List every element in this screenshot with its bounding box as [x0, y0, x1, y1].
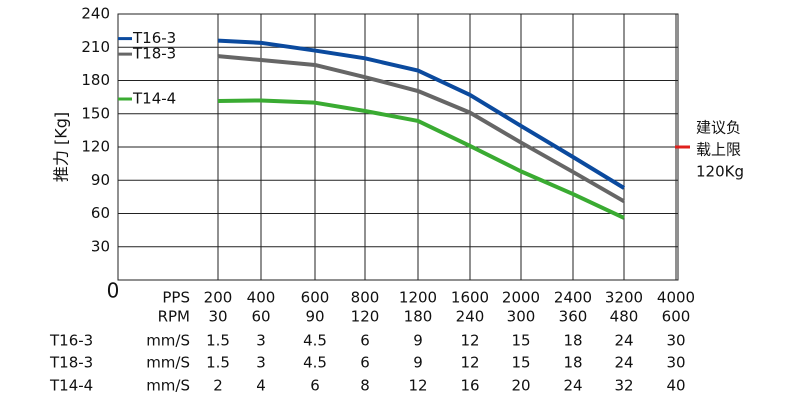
y-tick-label: 90	[91, 171, 110, 189]
y-tick-label: 150	[81, 104, 110, 122]
y-tick-label: 180	[81, 71, 110, 89]
speed-value: 18	[563, 332, 582, 350]
series-line	[217, 54, 625, 204]
speed-value: 4.5	[303, 332, 327, 350]
legend-label: T18-3	[132, 45, 176, 63]
speed-value: 24	[614, 354, 633, 372]
speed-value: 30	[666, 354, 685, 372]
rpm-label: 30	[208, 308, 227, 326]
speed-value: 6	[310, 377, 320, 395]
legend-label: T16-3	[132, 29, 176, 47]
y-tick-label: 210	[81, 38, 110, 56]
speed-value: 8	[360, 377, 370, 395]
speed-value: 32	[614, 377, 633, 395]
rpm-label: 480	[610, 308, 639, 326]
row-unit: mm/S	[146, 332, 190, 350]
speed-value: 12	[460, 332, 479, 350]
speed-value: 2	[213, 377, 223, 395]
y-tick-label: 120	[81, 138, 110, 156]
speed-value: 16	[460, 377, 479, 395]
rpm-label: 180	[404, 308, 433, 326]
speed-value: 9	[413, 354, 423, 372]
speed-value: 12	[408, 377, 427, 395]
y-tick-label: 0	[107, 279, 120, 303]
x-tick-label: 800	[351, 289, 380, 307]
speed-value: 9	[413, 332, 423, 350]
limit-label: 120Kg	[696, 163, 744, 181]
speed-value: 20	[511, 377, 530, 395]
x-tick-label: 400	[247, 289, 276, 307]
row-unit: mm/S	[146, 377, 190, 395]
speed-value: 30	[666, 332, 685, 350]
row-series-name: T14-4	[49, 377, 93, 395]
row-unit: mm/S	[146, 354, 190, 372]
speed-value: 12	[460, 354, 479, 372]
rpm-label: 60	[251, 308, 270, 326]
row-series-name: T18-3	[49, 354, 93, 372]
limit-label: 载上限	[696, 141, 741, 159]
rpm-label: 360	[559, 308, 588, 326]
x-tick-label: 600	[301, 289, 330, 307]
limit-label: 建议负	[696, 119, 741, 137]
row-label: PPS	[162, 289, 190, 307]
x-tick-label: 3200	[605, 289, 643, 307]
x-tick-label: 1200	[399, 289, 437, 307]
speed-value: 4	[256, 377, 266, 395]
speed-value: 3	[256, 354, 266, 372]
x-tick-label: 2400	[554, 289, 592, 307]
rpm-label: 300	[507, 308, 536, 326]
x-tick-label: 1600	[451, 289, 489, 307]
speed-value: 40	[666, 377, 685, 395]
legend-label: T14-4	[132, 90, 176, 108]
rpm-label: 240	[456, 308, 485, 326]
speed-value: 18	[563, 354, 582, 372]
y-tick-label: 60	[91, 204, 110, 222]
series-line	[217, 98, 625, 220]
speed-value: 6	[360, 332, 370, 350]
speed-value: 1.5	[206, 332, 230, 350]
x-tick-label: 200	[204, 289, 233, 307]
speed-value: 24	[563, 377, 582, 395]
speed-value: 6	[360, 354, 370, 372]
x-tick-label: 4000	[657, 289, 695, 307]
series-line	[217, 38, 626, 190]
row-label: RPM	[158, 308, 190, 326]
speed-value: 3	[256, 332, 266, 350]
rpm-label: 120	[351, 308, 380, 326]
speed-value: 15	[511, 332, 530, 350]
rpm-label: 600	[662, 308, 691, 326]
speed-value: 15	[511, 354, 530, 372]
speed-value: 24	[614, 332, 633, 350]
y-tick-label: 240	[81, 5, 110, 23]
speed-value: 4.5	[303, 354, 327, 372]
row-series-name: T16-3	[49, 332, 93, 350]
speed-value: 1.5	[206, 354, 230, 372]
y-axis-label: 推力 [Kg]	[52, 112, 71, 182]
rpm-label: 90	[305, 308, 324, 326]
x-tick-label: 2000	[502, 289, 540, 307]
y-tick-label: 30	[91, 237, 110, 255]
